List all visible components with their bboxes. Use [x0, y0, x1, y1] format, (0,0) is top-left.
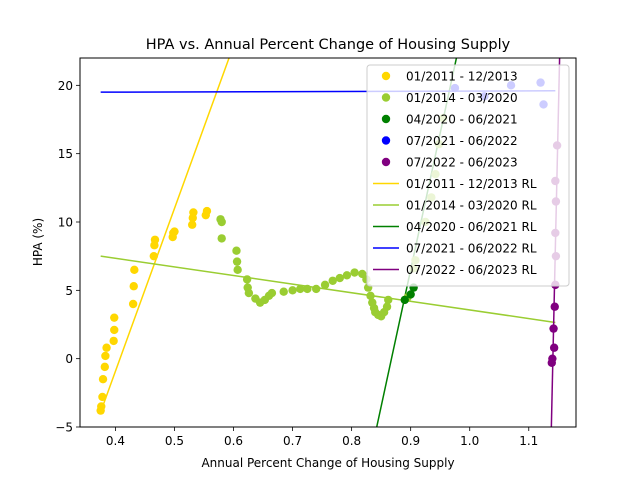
series-1-point-22 — [189, 208, 198, 217]
y-tick-label-5: 15 — [58, 147, 73, 161]
series-1-point-5 — [100, 362, 110, 372]
series-2-point-23 — [342, 271, 352, 280]
series-2-point-19 — [311, 284, 321, 294]
series-2-point-18 — [303, 284, 312, 294]
legend-rl-label-4: 07/2021 - 06/2022 RL — [406, 242, 537, 256]
series-2-point-36 — [384, 295, 393, 305]
regression-line-1 — [99, 58, 230, 413]
series-2-point-16 — [288, 286, 297, 295]
legend-marker-5 — [381, 157, 391, 167]
legend-rl-label-5: 07/2022 - 06/2023 RL — [406, 263, 537, 277]
legend-label-2: 01/2014 - 03/2020 — [406, 91, 518, 105]
x-tick-label-2: 0.5 — [165, 434, 184, 448]
series-5-point-8 — [549, 324, 558, 333]
x-axis-label: Annual Percent Change of Housing Supply — [201, 456, 454, 470]
series-1-point-9 — [110, 325, 119, 335]
series-1-point-14 — [149, 251, 159, 261]
x-tick-label-5: 0.8 — [342, 434, 361, 448]
legend-label-4: 07/2021 - 06/2022 — [406, 134, 518, 148]
legend-frame — [366, 64, 570, 287]
series-2-point-15 — [279, 287, 288, 296]
series-1-point-19 — [170, 227, 179, 236]
x-tick-label-3: 0.6 — [224, 434, 243, 448]
series-2-point-7 — [242, 275, 252, 284]
y-tick-label-6: 20 — [58, 79, 73, 93]
series-1-point-11 — [128, 299, 138, 309]
series-1-point-6 — [101, 351, 110, 361]
series-1-point-10 — [110, 313, 119, 322]
legend-label-3: 04/2020 - 06/2021 — [406, 113, 518, 127]
series-2-point-22 — [335, 273, 345, 283]
legend-rl-label-1: 01/2011 - 12/2013 RL — [406, 177, 537, 191]
series-3-point-1 — [400, 295, 409, 305]
legend-label-5: 07/2022 - 06/2023 — [406, 156, 518, 170]
legend-rl-label-2: 01/2014 - 03/2020 RL — [406, 199, 537, 213]
x-tick-label-7: 1.0 — [460, 434, 479, 448]
series-1-point-16 — [150, 235, 160, 244]
series-5-point-11 — [547, 358, 556, 367]
legend-marker-1 — [381, 71, 391, 81]
series-1-point-4 — [98, 374, 108, 384]
series-2-point-20 — [320, 280, 330, 290]
series-1-point-3 — [98, 392, 107, 402]
series-2-point-35 — [382, 302, 392, 311]
series-1-point-7 — [102, 343, 111, 352]
x-tick-label-4: 0.7 — [283, 434, 302, 448]
plot-frame — [79, 57, 577, 428]
series-1-point-8 — [109, 336, 118, 346]
series-2-point-9 — [244, 288, 254, 298]
series-1-point-2 — [97, 402, 106, 411]
series-2-point-14 — [267, 288, 277, 298]
series-5-point-7 — [550, 302, 559, 311]
y-tick-label-2: 0 — [65, 352, 73, 366]
legend-marker-2 — [381, 93, 391, 102]
series-2-point-5 — [232, 257, 242, 266]
y-axis: −5 0 5 10 15 20 — [55, 79, 80, 435]
series-5-point-9 — [549, 343, 559, 352]
series-2-point-2 — [217, 217, 226, 227]
legend-marker-3 — [381, 114, 391, 124]
series-1-point-20 — [187, 220, 197, 229]
x-tick-label-8: 1.1 — [519, 434, 538, 448]
legend-rl-label-3: 04/2020 - 06/2021 RL — [406, 220, 537, 234]
series-1-point-24 — [202, 206, 212, 216]
series-1-point-13 — [130, 265, 139, 275]
y-tick-label-1: −5 — [55, 421, 73, 435]
y-tick-label-3: 5 — [65, 284, 73, 298]
legend: 01/2011 - 12/2013 01/2014 - 03/2020 04/202… — [366, 64, 570, 287]
legend-marker-4 — [381, 136, 391, 145]
x-axis: 0.4 0.5 0.6 0.7 0.8 0.9 1.0 1.1 — [106, 427, 538, 448]
legend-label-1: 01/2011 - 12/2013 — [406, 70, 518, 84]
chart-title: HPA vs. Annual Percent Change of Housing… — [146, 37, 511, 53]
series-2-point-6 — [233, 265, 242, 275]
series-2-point-3 — [217, 234, 226, 243]
series-2-point-24 — [350, 268, 359, 277]
y-tick-label-4: 10 — [58, 216, 73, 230]
x-tick-label-1: 0.4 — [106, 434, 125, 448]
series-2-point-21 — [328, 276, 337, 285]
regression-line-2 — [100, 255, 556, 324]
y-axis-label: HPA (%) — [31, 218, 45, 266]
x-tick-label-6: 0.9 — [401, 434, 420, 448]
series-3-point-2 — [406, 290, 415, 299]
series-2-point-28 — [366, 291, 375, 300]
series-1-point-12 — [129, 282, 138, 291]
series-2-point-17 — [296, 284, 305, 294]
series-2-point-4 — [232, 246, 241, 255]
